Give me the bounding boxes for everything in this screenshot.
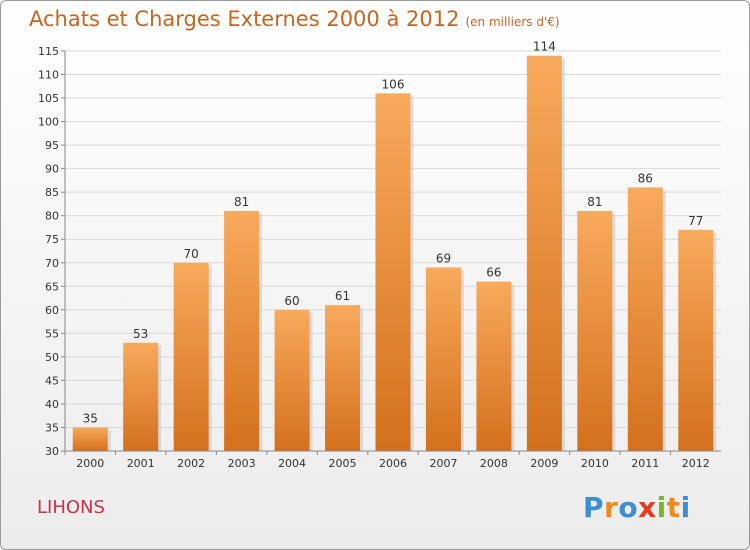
x-axis: 2000 2001 2002 2003 2004 2005 2006 2007 2008 2009…	[64, 450, 721, 470]
bar-value-label: 69	[436, 251, 451, 265]
logo-letter: i	[656, 491, 667, 524]
y-tick-label: 60	[45, 304, 59, 317]
bar-value-label: 86	[638, 171, 653, 185]
bar	[72, 427, 108, 451]
proxiti-logo[interactable]: Proxiti	[583, 491, 691, 524]
logo-letter: P	[583, 491, 605, 524]
bar	[375, 93, 411, 452]
bar	[678, 229, 714, 451]
logo-letter: i	[680, 491, 691, 524]
bar-value-label: 70	[184, 247, 199, 261]
bar	[173, 262, 209, 451]
bar	[274, 309, 310, 451]
bar-value-label: 53	[133, 327, 148, 341]
bar	[425, 267, 461, 451]
y-tick-label: 35	[45, 421, 59, 434]
chart-title: Achats et Charges Externes 2000 à 2012 (e…	[29, 7, 560, 31]
logo-letter: o	[618, 491, 639, 524]
bars: 35 53 70 81 60 61 106 69 66 114 81 86 77	[72, 40, 717, 452]
x-tick-label: 2003	[228, 457, 256, 470]
commune-name: LIHONS	[37, 497, 105, 518]
bar-value-label: 60	[284, 294, 299, 308]
x-tick-label: 2006	[379, 457, 407, 470]
y-tick-label: 110	[38, 69, 59, 82]
bar-value-label: 81	[234, 195, 249, 209]
y-tick-label: 90	[45, 163, 59, 176]
y-tick-label: 55	[45, 327, 59, 340]
y-tick-label: 85	[45, 186, 59, 199]
bar	[627, 187, 663, 451]
x-tick-label: 2004	[278, 457, 306, 470]
y-tick-label: 115	[38, 45, 59, 58]
chart-title-text: Achats et Charges Externes 2000 à 2012	[29, 7, 460, 31]
bar	[577, 211, 613, 451]
x-tick-label: 2011	[631, 457, 659, 470]
x-tick-label: 2002	[177, 457, 205, 470]
bar-value-label: 114	[533, 40, 556, 54]
y-tick-label: 65	[45, 280, 59, 293]
y-axis: 30 35 40 45 50 55 60 65 70 75 80 85 90 95 100 105 110 115	[38, 45, 66, 458]
y-tick-label: 30	[45, 445, 59, 458]
logo-letter: t	[666, 491, 681, 524]
logo-letter: x	[638, 491, 657, 524]
y-tick-label: 45	[45, 374, 59, 387]
x-tick-label: 2000	[76, 457, 104, 470]
bar	[123, 342, 159, 451]
bar-value-label: 66	[486, 266, 501, 280]
y-tick-label: 40	[45, 398, 59, 411]
x-tick-label: 2008	[480, 457, 508, 470]
chart-unit: (en milliers d'€)	[465, 15, 560, 29]
bar	[526, 55, 562, 452]
x-tick-label: 2001	[127, 457, 155, 470]
bar-value-label: 35	[83, 411, 98, 425]
y-tick-label: 50	[45, 351, 59, 364]
y-tick-label: 105	[38, 92, 59, 105]
x-tick-label: 2012	[682, 457, 710, 470]
x-tick-label: 2007	[429, 457, 457, 470]
bar-value-label: 81	[587, 195, 602, 209]
logo-letter: r	[604, 491, 619, 524]
y-tick-label: 75	[45, 233, 59, 246]
bar	[476, 281, 512, 451]
x-tick-label: 2005	[329, 457, 357, 470]
x-tick-label: 2010	[581, 457, 609, 470]
y-tick-label: 95	[45, 139, 59, 152]
y-tick-label: 100	[38, 116, 59, 129]
bar-value-label: 77	[688, 214, 703, 228]
bar-value-label: 106	[382, 77, 405, 91]
y-tick-label: 80	[45, 210, 59, 223]
x-tick-label: 2009	[530, 457, 558, 470]
y-tick-label: 70	[45, 257, 59, 270]
bar	[224, 211, 260, 451]
bar	[325, 305, 361, 451]
bar-value-label: 61	[335, 289, 350, 303]
